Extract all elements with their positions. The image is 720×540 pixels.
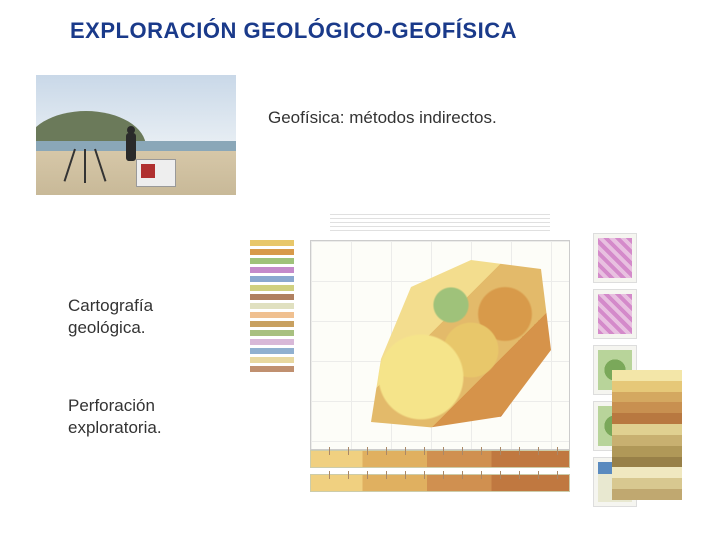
field-photo (36, 75, 236, 195)
geologic-map-main (310, 240, 570, 450)
photo-equipment (136, 159, 176, 187)
strat-layer (612, 446, 682, 457)
legend-swatch (250, 294, 294, 300)
photo-sea (36, 141, 236, 151)
map-header-text (330, 214, 550, 232)
mini-panel-1 (593, 233, 637, 283)
label-cartografia-line2: geológica. (68, 318, 146, 337)
legend-swatch (250, 285, 294, 291)
legend-swatch (250, 366, 294, 372)
label-perforacion: Perforación exploratoria. (68, 395, 162, 439)
cross-section-2 (310, 474, 570, 492)
legend-swatch (250, 348, 294, 354)
strat-layer (612, 381, 682, 392)
legend-swatch (250, 258, 294, 264)
legend-swatch (250, 249, 294, 255)
label-cartografia: Cartografía geológica. (68, 295, 153, 339)
mini-panel-2 (593, 289, 637, 339)
legend-swatch (250, 339, 294, 345)
photo-tripod (84, 149, 86, 183)
strat-layer (612, 457, 682, 468)
legend-swatch (250, 357, 294, 363)
legend-swatch (250, 276, 294, 282)
subtitle-text: Geofísica: métodos indirectos. (268, 108, 497, 128)
label-perforacion-line2: exploratoria. (68, 418, 162, 437)
strat-layer (612, 413, 682, 424)
legend-swatch (250, 267, 294, 273)
legend-swatch (250, 303, 294, 309)
strat-layer (612, 370, 682, 381)
label-cartografia-line1: Cartografía (68, 296, 153, 315)
cross-section-1 (310, 450, 570, 468)
strat-layer (612, 435, 682, 446)
legend-swatch (250, 312, 294, 318)
strat-layer (612, 478, 682, 489)
strat-layer (612, 489, 682, 500)
geologic-map-composite (240, 210, 690, 510)
legend-swatch (250, 330, 294, 336)
strat-layer (612, 467, 682, 478)
strat-layer (612, 392, 682, 403)
cross-sections (310, 450, 570, 498)
legend-swatch (250, 321, 294, 327)
strat-layer (612, 424, 682, 435)
legend-swatch (250, 240, 294, 246)
slide-title: EXPLORACIÓN GEOLÓGICO-GEOFÍSICA (70, 18, 517, 44)
map-legend-left (250, 240, 300, 440)
label-perforacion-line1: Perforación (68, 396, 155, 415)
strat-layer (612, 402, 682, 413)
photo-person (126, 133, 136, 161)
stratigraphic-column (612, 370, 682, 500)
